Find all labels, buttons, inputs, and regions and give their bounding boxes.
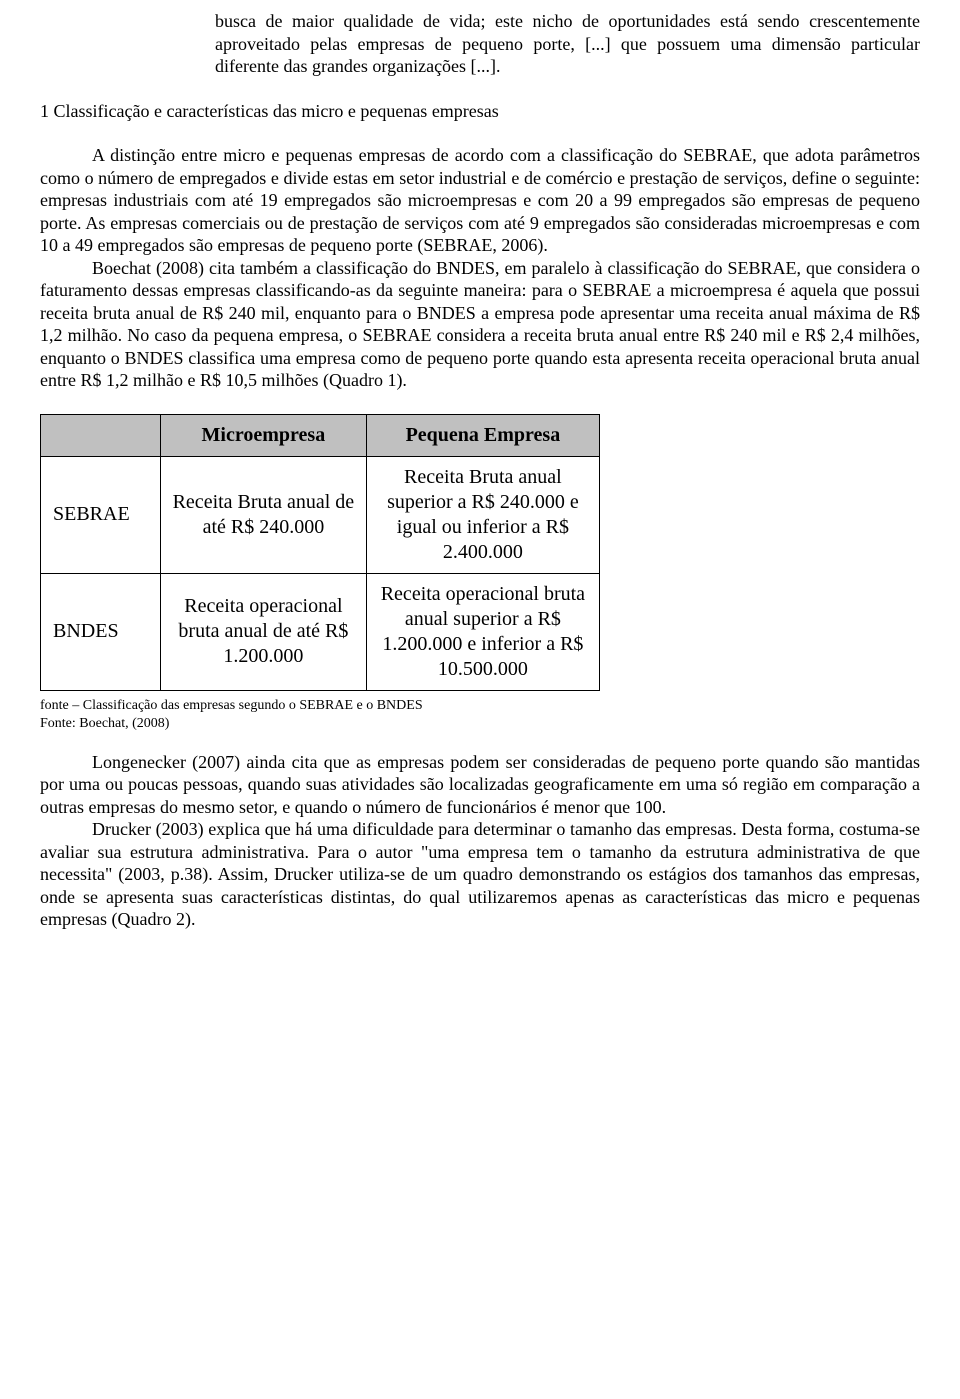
table-caption: fonte – Classificação das empresas segun…	[40, 697, 920, 733]
table-header-micro: Microempresa	[161, 414, 367, 456]
quote-text: busca de maior qualidade de vida; este n…	[215, 11, 920, 76]
block-quote: busca de maior qualidade de vida; este n…	[215, 10, 920, 78]
caption-line-1: fonte – Classificação das empresas segun…	[40, 697, 920, 715]
paragraph-2-text: Boechat (2008) cita também a classificaç…	[40, 258, 920, 391]
table-row: BNDES Receita operacional bruta anual de…	[41, 573, 600, 690]
table-header-pequena: Pequena Empresa	[366, 414, 599, 456]
table-header-blank	[41, 414, 161, 456]
section-heading-text: 1 Classificação e características das mi…	[40, 101, 499, 121]
caption-line-2: Fonte: Boechat, (2008)	[40, 715, 920, 733]
table-row-label: SEBRAE	[41, 456, 161, 573]
table-cell: Receita operacional bruta anual superior…	[366, 573, 599, 690]
paragraph-4: Drucker (2003) explica que há uma dificu…	[40, 818, 920, 931]
table-cell: Receita Bruta anual superior a R$ 240.00…	[366, 456, 599, 573]
paragraph-3: Longenecker (2007) ainda cita que as emp…	[40, 751, 920, 819]
classification-table-wrap: Microempresa Pequena Empresa SEBRAE Rece…	[40, 414, 920, 691]
paragraph-1: A distinção entre micro e pequenas empre…	[40, 144, 920, 257]
section-heading: 1 Classificação e características das mi…	[40, 100, 920, 123]
table-cell: Receita Bruta anual de até R$ 240.000	[161, 456, 367, 573]
table-header-row: Microempresa Pequena Empresa	[41, 414, 600, 456]
table-cell: Receita operacional bruta anual de até R…	[161, 573, 367, 690]
paragraph-1-text: A distinção entre micro e pequenas empre…	[40, 145, 920, 255]
classification-table: Microempresa Pequena Empresa SEBRAE Rece…	[40, 414, 600, 691]
table-row: SEBRAE Receita Bruta anual de até R$ 240…	[41, 456, 600, 573]
table-row-label: BNDES	[41, 573, 161, 690]
paragraph-3-text: Longenecker (2007) ainda cita que as emp…	[40, 752, 920, 817]
paragraph-4-text: Drucker (2003) explica que há uma dificu…	[40, 819, 920, 929]
paragraph-2: Boechat (2008) cita também a classificaç…	[40, 257, 920, 392]
